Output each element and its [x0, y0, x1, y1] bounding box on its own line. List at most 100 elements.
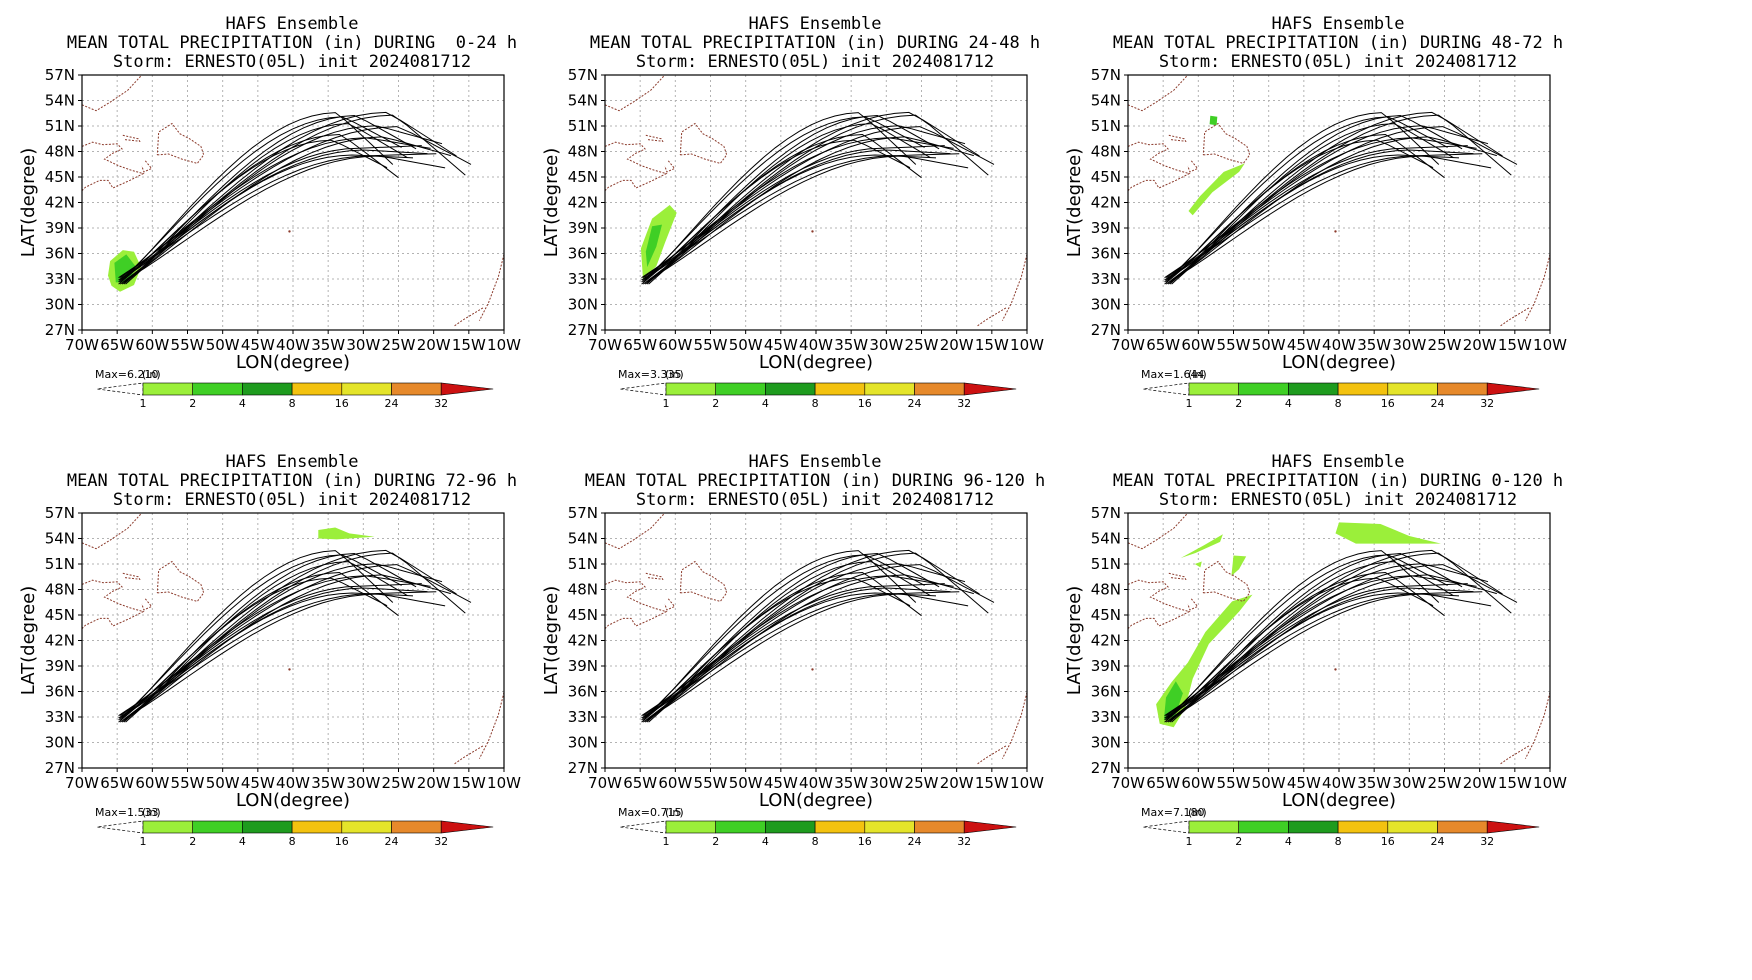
x-tick-label: 40W: [276, 774, 310, 792]
y-tick-label: 57N: [568, 504, 598, 522]
x-axis-label: LON(degree): [759, 352, 873, 373]
colorbar-segment: [1288, 820, 1339, 834]
y-tick-label: 33N: [1091, 708, 1121, 726]
track-line: [119, 552, 466, 723]
track-line: [1171, 125, 1489, 283]
y-tick-label: 42N: [568, 194, 598, 212]
title-line: HAFS Ensemble: [1271, 452, 1405, 472]
y-tick-label: 48N: [568, 143, 598, 161]
x-tick-label: 35W: [834, 774, 868, 792]
y-tick-label: 27N: [568, 321, 598, 339]
x-tick-label: 70W: [1111, 336, 1145, 354]
x-tick-label: 45W: [241, 774, 275, 792]
x-tick-label: 20W: [940, 336, 974, 354]
max-value-label: Max=6.210: [95, 368, 158, 381]
title-line: MEAN TOTAL PRECIPITATION (in) DURING 0-2…: [66, 33, 518, 53]
colorbar-segment: [765, 382, 816, 396]
track-line: [641, 564, 995, 717]
colorbar-segment: [391, 382, 442, 396]
colorbar-segment: [242, 820, 293, 834]
track-line: [121, 111, 457, 285]
y-tick-label: 33N: [1091, 270, 1121, 288]
colorbar-segment: [914, 820, 965, 834]
azores-island: [288, 668, 291, 671]
track-line: [646, 136, 974, 283]
track-line: [123, 592, 414, 717]
track-line: [646, 552, 940, 723]
colorbar: 1 2 4 8 16 24 32: [96, 820, 494, 848]
x-tick-label: 30W: [1392, 336, 1426, 354]
coastline: [1128, 75, 1550, 328]
forecast-panel: 70W 65W 60W 55W 50W 45W 40W 35W 30W 25W 20W 15W 10W 2…: [1046, 0, 1630, 490]
track-line: [641, 591, 960, 719]
forecast-panel: 70W 65W 60W 55W 50W 45W 40W 35W 30W 25W 20W 15W 10W 2…: [0, 0, 584, 490]
colorbar-segment: [192, 382, 243, 396]
precip-area: [1180, 534, 1223, 558]
y-tick-label: 57N: [568, 66, 598, 84]
x-tick-label: 70W: [588, 774, 622, 792]
track-line: [1167, 139, 1434, 281]
track-line: [644, 549, 980, 723]
colorbar-level-label: 1: [663, 397, 670, 410]
colorbar-level-label: 8: [1335, 397, 1342, 410]
x-axis-label: LON(degree): [1282, 790, 1396, 811]
track-line: [646, 114, 940, 285]
precipitation-shading: [1188, 115, 1245, 216]
y-tick-label: 54N: [568, 530, 598, 548]
y-tick-label: 54N: [568, 92, 598, 110]
y-tick-label: 27N: [1091, 759, 1121, 777]
y-tick-label: 36N: [568, 245, 598, 263]
track-line: [121, 145, 422, 279]
ensemble-tracks: [1164, 111, 1518, 285]
x-tick-label: 25W: [382, 336, 416, 354]
x-tick-label: 55W: [171, 336, 205, 354]
colorbar-under-triangle: [96, 820, 144, 834]
x-tick-label: 35W: [1357, 774, 1391, 792]
x-axis-label: LON(degree): [759, 790, 873, 811]
x-tick-label: 55W: [694, 336, 728, 354]
precip-area: [1231, 555, 1247, 576]
track-line: [125, 125, 443, 283]
colorbar-segment: [291, 820, 343, 834]
colorbar-level-label: 8: [289, 835, 296, 848]
track-line: [1164, 564, 1518, 717]
colorbar-level-label: 2: [1235, 397, 1242, 410]
track-line: [1166, 575, 1477, 717]
y-tick-label: 48N: [1091, 143, 1121, 161]
precipitation-shading: [318, 527, 375, 540]
colorbar-segment: [715, 382, 766, 396]
track-line: [120, 587, 428, 719]
y-tick-label: 39N: [1091, 219, 1121, 237]
y-tick-label: 57N: [1091, 66, 1121, 84]
x-tick-label: 10W: [1533, 336, 1567, 354]
y-tick-label: 54N: [1091, 530, 1121, 548]
track-line: [1169, 114, 1463, 285]
y-tick-label: 39N: [1091, 657, 1121, 675]
track-line: [644, 139, 911, 281]
colorbar-segment: [291, 382, 343, 396]
colorbar-segment: [1337, 382, 1389, 396]
precip-area: [645, 224, 662, 268]
colorbar-level-label: 2: [1235, 835, 1242, 848]
track-line: [643, 587, 951, 719]
colorbar-segment: [1437, 820, 1488, 834]
track-line: [1171, 593, 1492, 719]
colorbar-level-label: 24: [908, 835, 922, 848]
x-tick-label: 25W: [905, 774, 939, 792]
track-line: [1169, 154, 1460, 279]
track-line: [1171, 155, 1492, 281]
x-tick-label: 50W: [206, 774, 240, 792]
x-tick-label: 60W: [135, 774, 169, 792]
y-tick-label: 51N: [568, 117, 598, 135]
x-tick-label: 35W: [311, 774, 345, 792]
y-axis-label: LAT(degree): [1064, 148, 1085, 257]
y-tick-label: 51N: [1091, 555, 1121, 573]
azores-island: [811, 230, 814, 233]
ensemble-tracks: [118, 549, 472, 723]
precipitation-shading: [640, 205, 677, 279]
x-tick-label: 40W: [1322, 774, 1356, 792]
panel-title: HAFS Ensemble MEAN TOTAL PRECIPITATION (i…: [1046, 453, 1630, 510]
colorbar-segment: [665, 382, 717, 396]
y-tick-label: 51N: [45, 117, 75, 135]
colorbar-segment: [242, 382, 293, 396]
